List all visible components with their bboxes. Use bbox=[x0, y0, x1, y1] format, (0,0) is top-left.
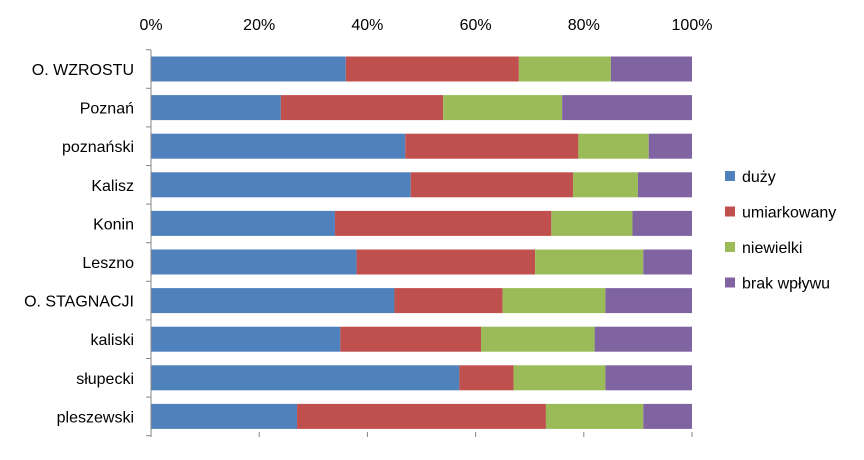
category-labels: O. WZROSTU Poznań poznański Kalisz Konin Lesz… bbox=[24, 62, 134, 426]
bar-segment bbox=[356, 249, 536, 275]
legend-swatch bbox=[725, 277, 735, 288]
bar-segment bbox=[151, 172, 411, 198]
category-label: Kalisz bbox=[91, 178, 134, 195]
x-tick-label: 0% bbox=[139, 17, 162, 34]
bar-segment bbox=[605, 365, 692, 391]
legend-label: brak wpływu bbox=[742, 276, 830, 293]
bar-segment bbox=[610, 56, 692, 82]
bar-segment bbox=[637, 172, 692, 198]
legend-swatch bbox=[725, 206, 735, 217]
bars bbox=[151, 56, 692, 429]
category-label: O. WZROSTU bbox=[32, 62, 134, 79]
bar-segment bbox=[297, 403, 546, 429]
bar-segment bbox=[151, 133, 406, 159]
bar-segment bbox=[551, 210, 633, 236]
bar-segment bbox=[334, 210, 552, 236]
bar-segment bbox=[545, 403, 644, 429]
y-axis bbox=[146, 49, 152, 437]
bar-segment bbox=[648, 133, 692, 159]
x-tick-label: 100% bbox=[672, 17, 713, 34]
category-label: słupecki bbox=[76, 371, 134, 388]
category-label: Leszno bbox=[82, 255, 134, 272]
bar-segment bbox=[605, 288, 692, 314]
bar-segment bbox=[410, 172, 573, 198]
category-label: kaliski bbox=[90, 332, 134, 349]
bar-segment bbox=[513, 365, 606, 391]
bar-segment bbox=[578, 133, 649, 159]
category-label: Poznań bbox=[80, 101, 134, 118]
bar-segment bbox=[632, 210, 692, 236]
x-tick-label: 80% bbox=[568, 17, 600, 34]
bar-segment bbox=[562, 95, 692, 121]
legend: duży umiarkowany niewielki brak wpływu bbox=[725, 169, 836, 293]
legend-label: umiarkowany bbox=[742, 205, 836, 222]
bar-segment bbox=[151, 365, 460, 391]
legend-label: niewielki bbox=[742, 240, 802, 257]
x-tick-label: 40% bbox=[351, 17, 383, 34]
bar-segment bbox=[151, 326, 341, 352]
category-label: Konin bbox=[93, 216, 134, 233]
bar-segment bbox=[502, 288, 606, 314]
bar-segment bbox=[535, 249, 644, 275]
bar-segment bbox=[572, 172, 638, 198]
bar-segment bbox=[643, 403, 692, 429]
bar-segment bbox=[518, 56, 611, 82]
bar-segment bbox=[405, 133, 579, 159]
bar-segment bbox=[151, 210, 335, 236]
category-label: pleszewski bbox=[57, 409, 134, 426]
x-tick-label: 20% bbox=[243, 17, 275, 34]
bar-segment bbox=[151, 249, 357, 275]
legend-label: duży bbox=[742, 169, 776, 186]
bar-segment bbox=[151, 403, 298, 429]
bar-segment bbox=[340, 326, 482, 352]
category-label: poznański bbox=[62, 139, 134, 156]
legend-swatch bbox=[725, 242, 735, 252]
x-axis-ticks: 0% 20% 40% 60% 80% 100% bbox=[139, 17, 712, 437]
bar-segment bbox=[481, 326, 595, 352]
bar-segment bbox=[394, 288, 503, 314]
legend-swatch bbox=[725, 171, 735, 181]
bar-segment bbox=[345, 56, 519, 82]
bar-segment bbox=[151, 56, 346, 82]
bar-segment bbox=[643, 249, 692, 275]
bar-segment bbox=[459, 365, 514, 391]
category-label: O. STAGNACJI bbox=[24, 294, 134, 311]
bar-segment bbox=[151, 288, 395, 314]
bar-segment bbox=[594, 326, 692, 352]
bar-segment bbox=[280, 95, 444, 121]
x-tick-label: 60% bbox=[460, 17, 492, 34]
bar-segment bbox=[151, 95, 281, 121]
bar-segment bbox=[443, 95, 563, 121]
